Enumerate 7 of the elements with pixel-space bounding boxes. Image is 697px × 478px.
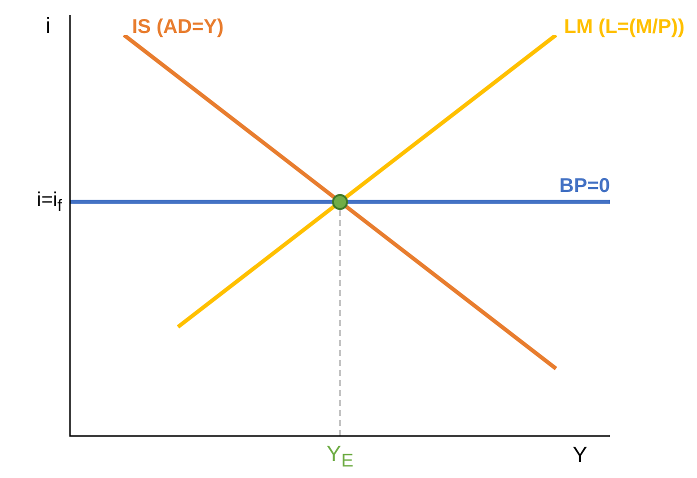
y-axis-title: i [46, 13, 50, 38]
x-axis-title: Y [572, 442, 588, 467]
text: i=i$_{f}$ [36, 188, 62, 215]
series-label: BP=0 [559, 174, 610, 197]
series-label: LM (L=(M/P)) [564, 16, 685, 38]
text: Y$_{E}$ [326, 441, 354, 471]
series-label: IS (AD=Y) [132, 16, 224, 38]
